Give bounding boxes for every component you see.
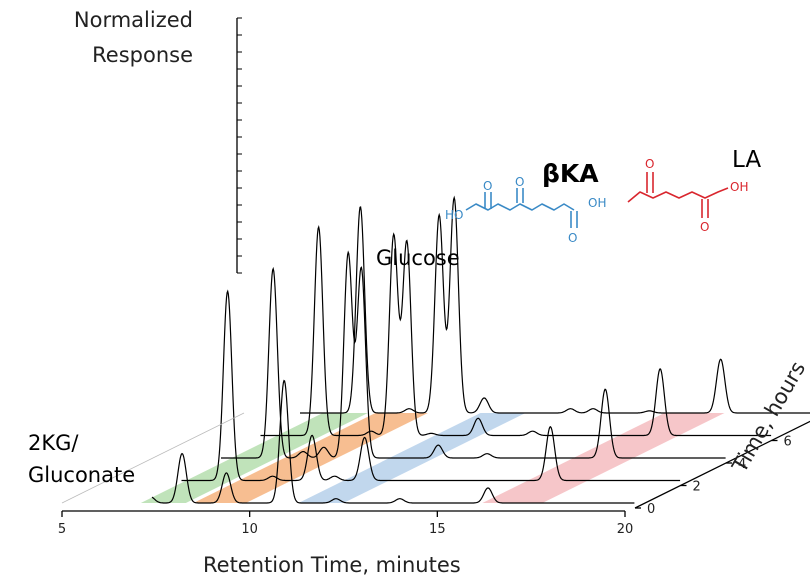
bka-o1-label: O: [483, 179, 492, 193]
time-tick-label-0: 0: [647, 502, 655, 517]
trace-4h: [221, 250, 726, 459]
annotation-2kg: 2KG/: [28, 431, 79, 455]
bka-o2-label: O: [515, 175, 524, 189]
time-axis-title: Time, hours: [727, 357, 810, 477]
x-axis-title: Retention Time, minutes: [203, 553, 461, 577]
y-axis-title-line2: Response: [92, 43, 193, 67]
time-tick-label-4: 4: [738, 457, 746, 472]
bka-o3-label: O: [568, 231, 577, 245]
trace-0h: [151, 379, 635, 504]
x-tick-label-5: 5: [58, 522, 66, 537]
time-tick-label-6: 6: [784, 435, 792, 450]
annotation-glucose: Glucose: [376, 246, 460, 270]
trace-8h: [300, 195, 810, 414]
x-tick-label-15: 15: [429, 522, 446, 537]
chromatogram-traces: [151, 195, 810, 504]
bka-oh-label: OH: [588, 196, 606, 210]
x-tick-label-20: 20: [617, 522, 634, 537]
annotation-gluconate: Gluconate: [28, 463, 135, 487]
la-o1-label: O: [645, 157, 654, 171]
bka-molecule-structure: HO O O O OH: [445, 175, 606, 245]
la-molecule-structure: O O OH: [627, 157, 748, 234]
trace-2h: [181, 289, 681, 482]
annotation-bka: βKA: [542, 159, 599, 188]
bka-ho-label: HO: [445, 208, 463, 222]
axes: 510152002468: [58, 17, 810, 537]
floor-left-edge: [61, 412, 245, 504]
y-axis-title-line1: Normalized: [74, 8, 193, 32]
band-3: [482, 413, 725, 503]
annotation-la: LA: [732, 147, 761, 173]
x-tick-label-10: 10: [241, 522, 258, 537]
la-o2-label: O: [700, 220, 709, 234]
trace-6h: [260, 224, 772, 437]
time-tick-label-2: 2: [693, 480, 701, 495]
la-oh-label: OH: [730, 180, 748, 194]
